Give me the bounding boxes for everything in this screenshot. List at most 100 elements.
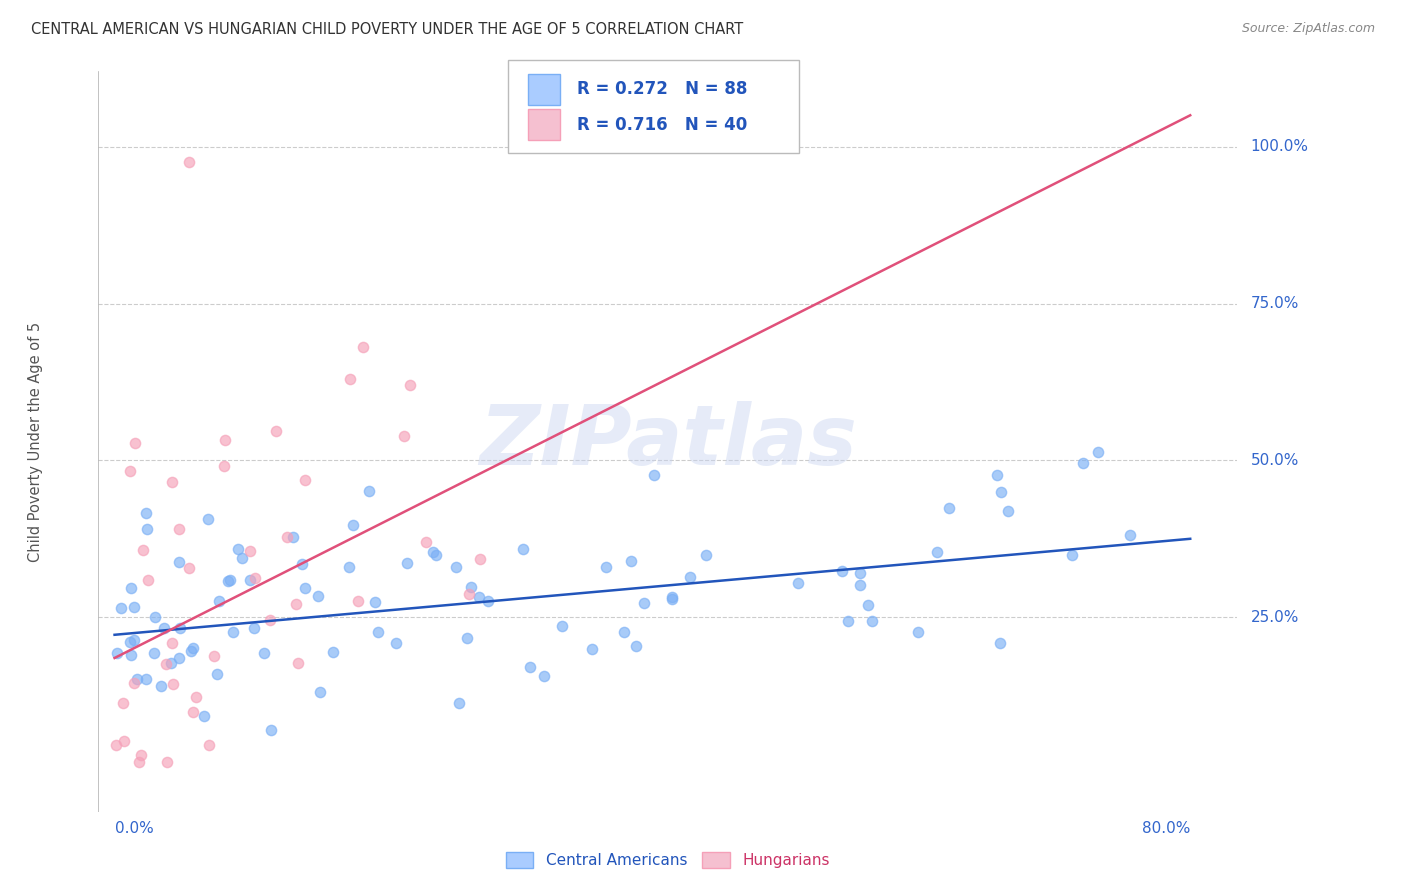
Point xyxy=(849,578,872,592)
Point xyxy=(291,557,314,571)
Point xyxy=(177,155,200,169)
Point xyxy=(155,657,177,671)
Point xyxy=(990,485,1012,500)
Point xyxy=(831,564,853,578)
Point xyxy=(595,560,617,574)
Point xyxy=(468,591,491,605)
FancyBboxPatch shape xyxy=(527,73,560,104)
Point xyxy=(167,522,190,536)
Point xyxy=(129,748,152,763)
Point xyxy=(135,506,157,520)
Point xyxy=(136,573,159,587)
Point xyxy=(198,738,221,752)
Point xyxy=(384,636,406,650)
Point xyxy=(160,656,183,670)
Point xyxy=(281,530,304,544)
Point xyxy=(620,554,643,568)
Point xyxy=(181,640,204,655)
Point xyxy=(1087,445,1109,459)
Point xyxy=(253,646,276,660)
Point xyxy=(105,646,128,660)
Point xyxy=(152,620,174,634)
Point xyxy=(284,597,307,611)
Point xyxy=(470,552,492,566)
Point xyxy=(860,614,883,628)
Point xyxy=(150,680,173,694)
Point xyxy=(105,738,128,752)
Point xyxy=(307,589,329,603)
Point xyxy=(120,648,142,663)
FancyBboxPatch shape xyxy=(527,109,560,140)
Point xyxy=(112,733,135,747)
Text: 100.0%: 100.0% xyxy=(1251,139,1309,154)
Point xyxy=(160,636,183,650)
Point xyxy=(169,621,191,635)
Legend: Central Americans, Hungarians: Central Americans, Hungarians xyxy=(501,846,835,874)
Point xyxy=(396,556,419,570)
Point xyxy=(243,621,266,635)
Point xyxy=(446,560,468,574)
Text: 80.0%: 80.0% xyxy=(1142,822,1191,836)
Point xyxy=(239,573,262,587)
Text: Source: ZipAtlas.com: Source: ZipAtlas.com xyxy=(1241,22,1375,36)
Point xyxy=(907,625,929,640)
Point xyxy=(643,468,665,483)
Point xyxy=(184,690,207,704)
Point xyxy=(1071,457,1094,471)
Point xyxy=(458,587,481,601)
Point xyxy=(124,632,146,647)
Point xyxy=(221,624,243,639)
Point xyxy=(337,559,360,574)
Point xyxy=(217,574,239,588)
Point xyxy=(425,548,447,562)
Point xyxy=(422,545,444,559)
Point xyxy=(226,542,249,557)
Point xyxy=(399,378,422,392)
Point xyxy=(120,581,142,595)
Point xyxy=(110,600,132,615)
Point xyxy=(367,624,389,639)
Point xyxy=(143,646,166,660)
Point xyxy=(118,635,141,649)
Text: 50.0%: 50.0% xyxy=(1251,453,1299,468)
Point xyxy=(364,594,387,608)
Point xyxy=(294,581,316,595)
Point xyxy=(357,484,380,499)
Text: CENTRAL AMERICAN VS HUNGARIAN CHILD POVERTY UNDER THE AGE OF 5 CORRELATION CHART: CENTRAL AMERICAN VS HUNGARIAN CHILD POVE… xyxy=(31,22,744,37)
Point xyxy=(167,555,190,569)
Point xyxy=(352,340,374,354)
Text: ZIPatlas: ZIPatlas xyxy=(479,401,856,482)
Point xyxy=(415,535,437,549)
Point xyxy=(259,614,281,628)
Point xyxy=(193,708,215,723)
Point xyxy=(287,656,309,670)
Point xyxy=(208,594,231,608)
Point xyxy=(550,619,572,633)
Point xyxy=(124,676,146,690)
Text: R = 0.272   N = 88: R = 0.272 N = 88 xyxy=(576,80,747,98)
Point xyxy=(197,512,219,526)
Point xyxy=(533,669,555,683)
Point xyxy=(512,541,534,556)
Point xyxy=(214,434,236,448)
FancyBboxPatch shape xyxy=(509,61,799,153)
Point xyxy=(661,590,683,604)
Point xyxy=(239,544,262,558)
Point xyxy=(938,501,960,516)
Point xyxy=(264,424,287,438)
Point xyxy=(342,518,364,533)
Point xyxy=(1062,549,1084,563)
Text: R = 0.716   N = 40: R = 0.716 N = 40 xyxy=(576,116,747,134)
Point xyxy=(214,458,236,473)
Point xyxy=(132,543,155,558)
Point xyxy=(143,610,166,624)
Point xyxy=(456,632,478,646)
Point xyxy=(986,468,1008,483)
Point xyxy=(661,592,683,607)
Point xyxy=(294,473,316,487)
Point xyxy=(322,644,344,658)
Point xyxy=(127,672,149,686)
Point xyxy=(177,561,200,575)
Point xyxy=(276,530,298,544)
Point xyxy=(624,639,647,653)
